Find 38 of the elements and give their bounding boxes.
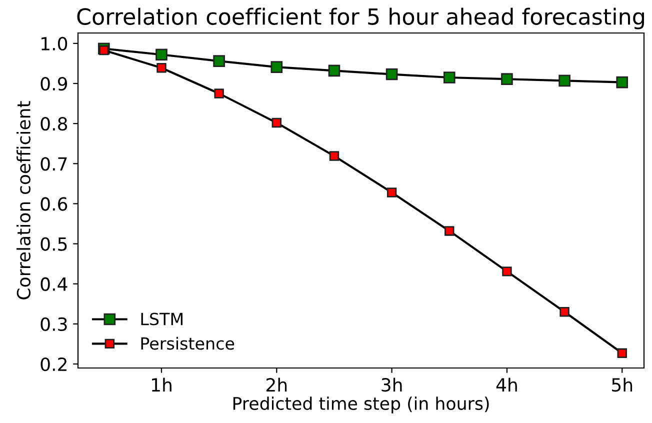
- point: [386, 68, 398, 80]
- point: [156, 63, 166, 73]
- point: [501, 73, 513, 85]
- point: [443, 72, 456, 84]
- point: [617, 348, 627, 358]
- point: [444, 226, 454, 236]
- point: [214, 88, 224, 98]
- point: [270, 61, 283, 73]
- chart-title: Correlation coefficient for 5 hour ahead forecasting: [77, 8, 644, 30]
- legend-label: Persistence: [141, 336, 234, 350]
- point: [328, 64, 340, 77]
- point: [99, 45, 109, 56]
- x-tick-label: 4h: [496, 378, 517, 392]
- x-tick-label: 2h: [266, 378, 287, 392]
- point: [502, 266, 512, 276]
- y-axis-title: Correlation coefficient: [16, 101, 31, 300]
- point: [156, 48, 168, 61]
- y-tick-label: 0.9: [40, 76, 68, 91]
- point: [329, 151, 340, 161]
- point: [558, 74, 570, 87]
- point: [386, 188, 397, 198]
- y-tick-label: 0.3: [40, 317, 67, 332]
- x-tick-label: 1h: [152, 378, 172, 392]
- y-tick-label: 0.5: [40, 237, 67, 251]
- point: [616, 76, 628, 88]
- y-tick-label: 0.7: [40, 157, 67, 171]
- point: [272, 118, 282, 128]
- y-tick-label: 1.0: [42, 36, 68, 51]
- y-tick-label: 0.8: [40, 117, 68, 131]
- x-tick-label: 5h: [612, 378, 632, 392]
- point: [560, 307, 570, 317]
- point: [213, 55, 225, 67]
- x-axis-title: Predicted time step (in hours): [233, 396, 489, 414]
- legend-label: LSTM: [141, 312, 182, 326]
- y-tick-label: 0.2: [40, 357, 66, 372]
- y-tick-label: 0.4: [40, 277, 68, 291]
- y-tick-label: 0.6: [40, 197, 68, 211]
- x-tick-label: 3h: [382, 378, 402, 392]
